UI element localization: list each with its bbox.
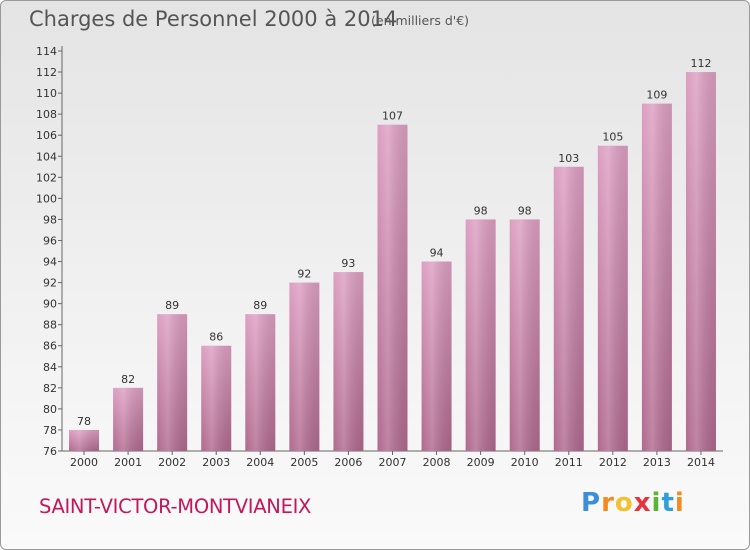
bar-shine-2002 <box>157 314 188 451</box>
y-tick-label: 98 <box>43 213 57 226</box>
x-tick-label: 2014 <box>687 456 715 469</box>
y-tick-label: 92 <box>43 277 57 290</box>
y-tick-label: 80 <box>43 403 57 416</box>
data-label: 89 <box>253 299 267 312</box>
bar-shine-2013 <box>641 103 672 451</box>
bar-shine-2004 <box>245 314 276 451</box>
x-tick-label: 2011 <box>555 456 583 469</box>
data-label: 92 <box>297 268 311 281</box>
data-label: 103 <box>558 152 579 165</box>
commune-name: SAINT-VICTOR-MONTVIANEIX <box>39 495 312 518</box>
bar-shine-2006 <box>333 272 364 451</box>
bar-shine-2008 <box>421 261 452 451</box>
bar-shine-2009 <box>465 219 496 451</box>
chart-subtitle: (en milliers d'€) <box>371 13 470 28</box>
logo-letter: t <box>661 488 675 518</box>
y-tick-label: 114 <box>36 45 57 58</box>
x-tick-label: 2001 <box>114 456 142 469</box>
bar-shine-2003 <box>201 345 232 451</box>
x-tick-label: 2013 <box>643 456 671 469</box>
y-tick-label: 86 <box>43 340 57 353</box>
logo-letter: x <box>633 488 652 518</box>
logo-letter: o <box>614 488 634 518</box>
data-label: 107 <box>382 110 403 123</box>
y-tick-label: 88 <box>43 319 57 332</box>
y-tick-label: 82 <box>43 382 57 395</box>
logo-letter: i <box>651 488 662 518</box>
x-tick-label: 2009 <box>467 456 495 469</box>
x-tick-label: 2010 <box>511 456 539 469</box>
data-label: 109 <box>646 89 667 102</box>
logo-letter: r <box>601 488 615 518</box>
y-tick-label: 84 <box>43 361 57 374</box>
data-label: 112 <box>690 57 711 70</box>
y-tick-label: 108 <box>36 108 57 121</box>
y-tick-label: 102 <box>36 171 57 184</box>
bar-shine-2014 <box>685 72 716 451</box>
y-tick-label: 78 <box>43 424 57 437</box>
y-tick-label: 76 <box>43 445 57 458</box>
data-label: 105 <box>602 131 623 144</box>
data-label: 78 <box>77 415 91 428</box>
x-tick-label: 2005 <box>290 456 318 469</box>
proxiti-logo: Proxiti <box>581 488 685 518</box>
x-tick-label: 2006 <box>334 456 362 469</box>
logo-letter: P <box>581 488 602 518</box>
chart-title: Charges de Personnel 2000 à 2014 <box>29 7 398 31</box>
x-tick-label: 2003 <box>202 456 230 469</box>
bar-shine-2000 <box>69 429 100 451</box>
y-tick-label: 104 <box>36 150 57 163</box>
x-tick-label: 2012 <box>599 456 627 469</box>
data-label: 94 <box>430 247 444 260</box>
bar-shine-2012 <box>597 145 628 451</box>
data-label: 98 <box>474 204 488 217</box>
data-label: 93 <box>341 257 355 270</box>
y-tick-label: 106 <box>36 129 57 142</box>
y-tick-label: 100 <box>36 192 57 205</box>
x-tick-label: 2002 <box>158 456 186 469</box>
logo-letter: i <box>674 488 685 518</box>
x-tick-label: 2004 <box>246 456 274 469</box>
y-tick-label: 94 <box>43 256 57 269</box>
y-tick-label: 96 <box>43 234 57 247</box>
data-label: 98 <box>518 204 532 217</box>
data-label: 89 <box>165 299 179 312</box>
bar-shine-2011 <box>553 166 584 451</box>
bar-shine-2007 <box>377 124 408 452</box>
bar-shine-2005 <box>289 282 320 451</box>
x-tick-label: 2000 <box>70 456 98 469</box>
y-tick-label: 90 <box>43 298 57 311</box>
data-label: 82 <box>121 373 135 386</box>
y-tick-label: 110 <box>36 87 57 100</box>
bar-shine-2001 <box>113 387 144 451</box>
bar-shine-2010 <box>509 219 540 451</box>
data-label: 86 <box>209 331 223 344</box>
y-tick-label: 112 <box>36 66 57 79</box>
x-tick-label: 2007 <box>379 456 407 469</box>
x-tick-label: 2008 <box>423 456 451 469</box>
